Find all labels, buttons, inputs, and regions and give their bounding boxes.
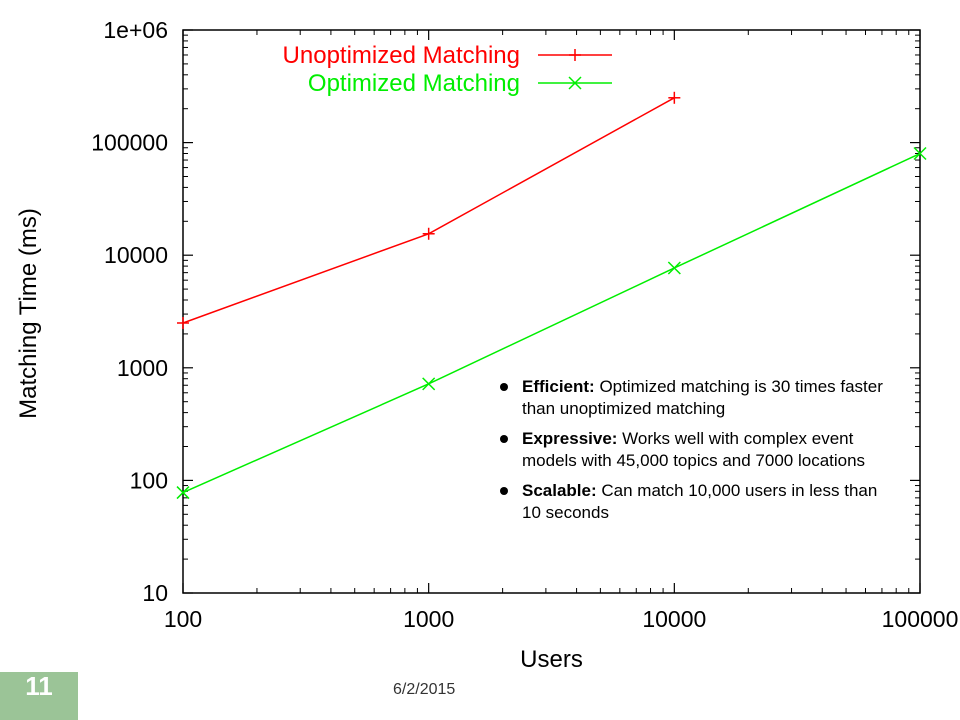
legend-marker-b bbox=[568, 76, 582, 90]
data-point-b bbox=[422, 377, 436, 391]
bullet-icon bbox=[500, 487, 508, 495]
y-tick-label: 100 bbox=[130, 467, 168, 493]
x-tick-label: 100000 bbox=[882, 606, 959, 632]
data-point-b bbox=[176, 486, 190, 500]
x-tick-label: 1000 bbox=[403, 606, 454, 632]
data-point-b bbox=[667, 261, 681, 275]
note-text: Works well with complex event models wit… bbox=[522, 429, 866, 470]
note-item: Expressive: Works well with complex even… bbox=[498, 428, 898, 472]
note-item: Scalable: Can match 10,000 users in less… bbox=[498, 480, 898, 524]
legend-label: Unoptimized Matching bbox=[283, 42, 520, 69]
y-axis-title: Matching Time (ms) bbox=[15, 208, 42, 419]
note-text: Can match 10,000 users in less than 10 s… bbox=[522, 481, 878, 522]
x-tick-label: 100 bbox=[164, 606, 202, 632]
note-bold: Expressive: bbox=[522, 429, 618, 448]
legend-label: Optimized Matching bbox=[308, 70, 520, 97]
series-line-0 bbox=[182, 97, 675, 324]
y-tick-label: 10 bbox=[142, 580, 168, 606]
note-bold: Efficient: bbox=[522, 377, 595, 396]
data-point-b bbox=[913, 146, 927, 161]
bullet-icon bbox=[500, 383, 508, 391]
note-bold: Scalable: bbox=[522, 481, 597, 500]
notes-list: Efficient: Optimized matching is 30 time… bbox=[498, 376, 898, 532]
y-tick-label: 1000 bbox=[117, 355, 168, 381]
bullet-icon bbox=[500, 435, 508, 443]
y-tick-label: 10000 bbox=[104, 242, 168, 268]
x-tick-label: 10000 bbox=[642, 606, 706, 632]
x-axis-title: Users bbox=[520, 646, 583, 673]
slide-number: 11 bbox=[0, 672, 78, 720]
note-item: Efficient: Optimized matching is 30 time… bbox=[498, 376, 898, 420]
plot-frame bbox=[182, 29, 921, 594]
y-tick-label: 100000 bbox=[91, 130, 168, 156]
note-text: Optimized matching is 30 times faster th… bbox=[522, 377, 883, 418]
series-line-1 bbox=[182, 152, 921, 494]
slide-date: 6/2/2015 bbox=[393, 681, 456, 698]
y-tick-label: 1e+06 bbox=[103, 17, 168, 43]
